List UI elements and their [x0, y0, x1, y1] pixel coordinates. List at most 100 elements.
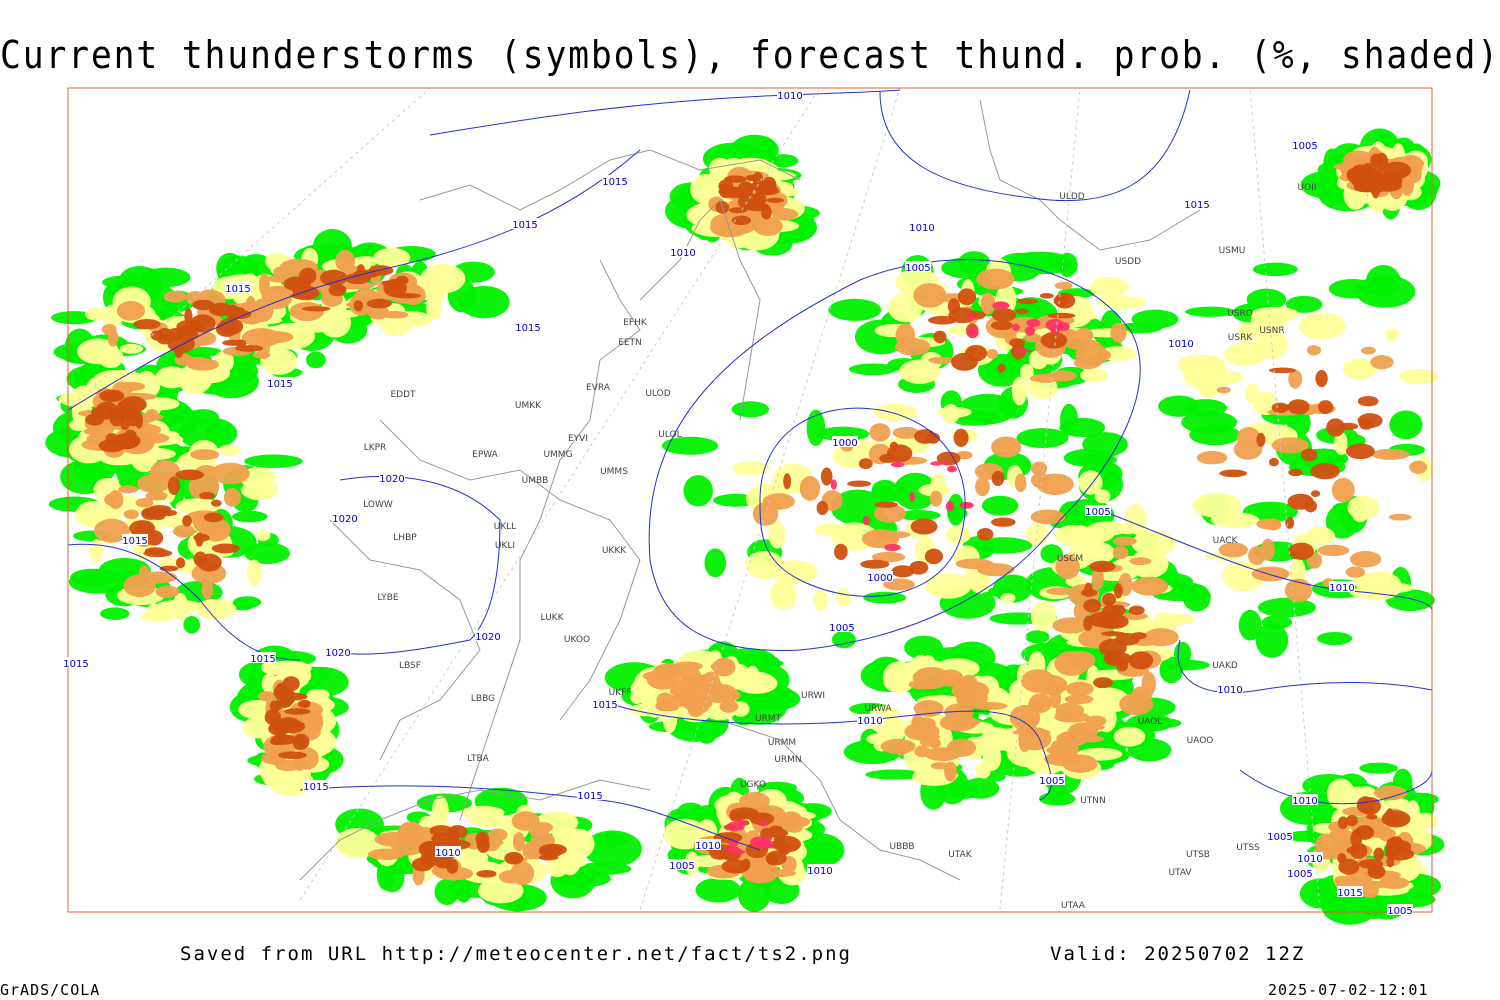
shade-patch	[1066, 733, 1088, 746]
isobar-label-bg	[1337, 886, 1363, 897]
shade-patch	[1030, 472, 1051, 488]
shade-patch	[1245, 383, 1259, 404]
shade-patch	[944, 761, 957, 782]
shade-patch	[719, 700, 739, 713]
shade-patch	[264, 709, 281, 726]
shade-patch	[967, 326, 979, 339]
shade-patch	[476, 870, 497, 878]
shade-patch	[783, 473, 792, 490]
isobar-label-bg	[1329, 581, 1355, 592]
shade-patch	[1301, 448, 1318, 462]
isobar-label: 1005	[669, 861, 694, 872]
shade-patch	[195, 532, 204, 547]
shade-patch	[175, 498, 221, 515]
shade-patch	[904, 635, 944, 660]
shade-patch	[981, 495, 1019, 516]
shade-patch	[964, 345, 988, 362]
shade-patch	[769, 825, 783, 832]
graticule	[67, 87, 1321, 911]
shade-patch	[198, 526, 231, 536]
shade-patch	[258, 691, 276, 702]
shade-patch	[120, 382, 146, 391]
shade-patch	[1409, 460, 1428, 474]
shade-patch	[1399, 368, 1439, 385]
shade-patch	[863, 591, 907, 604]
shade-patch	[163, 290, 187, 303]
shade-patch	[972, 702, 1008, 710]
isobar-label: 1010	[807, 866, 832, 877]
shade-patch	[909, 492, 915, 502]
shade-patch	[1185, 306, 1236, 317]
isobar	[1099, 509, 1433, 611]
shade-patch	[1052, 617, 1090, 634]
shade-patch	[961, 777, 1000, 799]
station-code: EYVI	[568, 434, 588, 444]
shade-patch	[373, 247, 411, 268]
shade-patch	[1353, 166, 1373, 185]
station-code: URMN	[774, 755, 801, 765]
station-code: LOWW	[363, 500, 393, 510]
shade-patch	[1000, 592, 1016, 604]
shade-patch	[992, 301, 1010, 310]
shade-patch	[144, 530, 164, 546]
isobar-label-bg	[475, 630, 501, 641]
shade-patch	[210, 462, 250, 485]
shade-patch	[1248, 546, 1266, 566]
isobar-label-bg	[832, 436, 858, 447]
shade-patch	[913, 283, 947, 308]
shade-patch	[1093, 677, 1113, 689]
shade-patch	[937, 669, 964, 687]
shade-patch	[182, 515, 192, 527]
shade-patch	[511, 811, 540, 831]
shade-patch	[320, 269, 348, 287]
station-code: UAKD	[1212, 661, 1238, 671]
shade-patch	[261, 285, 293, 310]
shade-patch	[944, 703, 974, 722]
isobar-label-bg	[1297, 852, 1323, 863]
isobars	[67, 89, 1433, 851]
isobar-label-bg	[577, 789, 603, 800]
shade-patch	[1222, 560, 1265, 592]
station-code: UBBB	[889, 842, 914, 852]
shade-patch	[673, 689, 697, 702]
shade-patch	[135, 498, 154, 508]
shade-patch	[914, 733, 941, 741]
shade-patch	[1128, 651, 1154, 670]
shade-patch	[1011, 376, 1028, 406]
shade-patch	[1131, 576, 1169, 596]
shade-patch	[831, 630, 856, 649]
shade-patch	[858, 458, 873, 470]
shade-patch	[703, 679, 723, 692]
shade-patch	[745, 202, 770, 212]
shade-patch	[813, 589, 828, 611]
isobar	[879, 89, 1191, 202]
shade-patch	[1345, 566, 1365, 578]
shade-patch	[1039, 293, 1054, 299]
shade-patch	[909, 560, 929, 575]
title: Current thunderstorms (symbols), forecas…	[0, 33, 1500, 77]
station-code: EPWA	[472, 450, 499, 460]
shade-patch	[1288, 468, 1303, 477]
shade-patch	[646, 668, 680, 690]
isobar-label: 1015	[1337, 888, 1362, 899]
shade-patch	[1331, 477, 1355, 503]
isobar	[429, 89, 901, 136]
shade-patch	[726, 821, 742, 832]
shade-patch	[282, 676, 300, 692]
isobar-label-bg	[250, 652, 276, 663]
shade-patch	[1385, 839, 1400, 858]
shade-patch	[119, 343, 144, 354]
shade-patch	[1388, 513, 1412, 521]
shade-patch	[133, 318, 161, 330]
isobar-label: 1000	[832, 438, 857, 449]
shade-patch	[211, 543, 240, 554]
station-code: UKKK	[602, 546, 627, 556]
shade-patch	[91, 407, 104, 419]
shade-patch	[1334, 431, 1348, 455]
shade-patch	[1361, 346, 1376, 355]
shade-patch	[1113, 726, 1146, 747]
shade-patch	[1080, 368, 1108, 383]
shade-patch	[268, 756, 286, 766]
shade-patch	[830, 479, 837, 490]
isobar-label-bg	[1292, 794, 1318, 805]
